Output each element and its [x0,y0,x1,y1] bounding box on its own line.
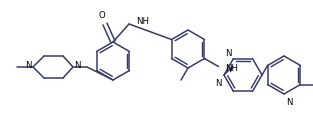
Text: O: O [99,11,105,20]
Text: N: N [74,61,80,70]
Text: N: N [286,97,293,106]
Text: N: N [225,48,232,57]
Text: N: N [25,61,32,70]
Text: NH: NH [136,17,149,26]
Text: NH: NH [225,63,239,72]
Text: N: N [215,78,222,87]
